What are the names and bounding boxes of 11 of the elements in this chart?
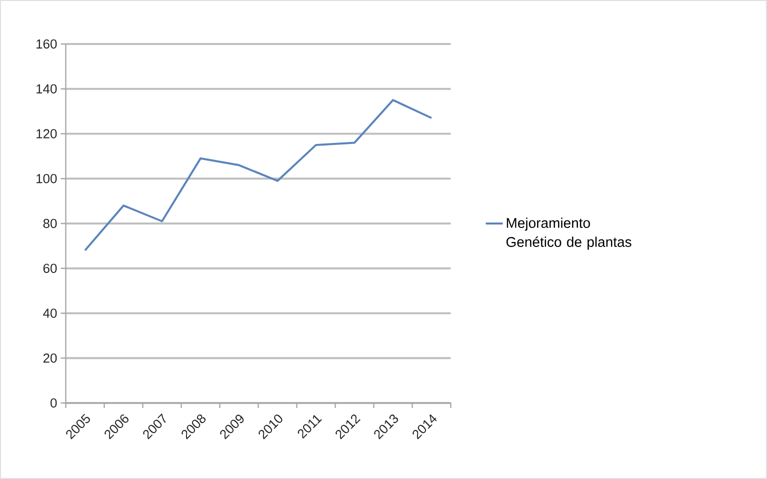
legend-label: Mejoramiento Genético de plantas <box>506 218 632 250</box>
y-tick-label: 100 <box>36 174 57 184</box>
y-tick-label: 0 <box>50 398 57 408</box>
y-tick-label: 140 <box>36 84 57 94</box>
y-tick-label: 60 <box>43 264 57 273</box>
y-tick-label: 120 <box>36 129 57 138</box>
line-series <box>84 99 433 252</box>
y-tick-label: 160 <box>36 39 57 49</box>
y-tick-label: 40 <box>43 308 57 318</box>
y-tick-label: 80 <box>43 218 57 228</box>
y-tick-label: 20 <box>43 354 57 363</box>
